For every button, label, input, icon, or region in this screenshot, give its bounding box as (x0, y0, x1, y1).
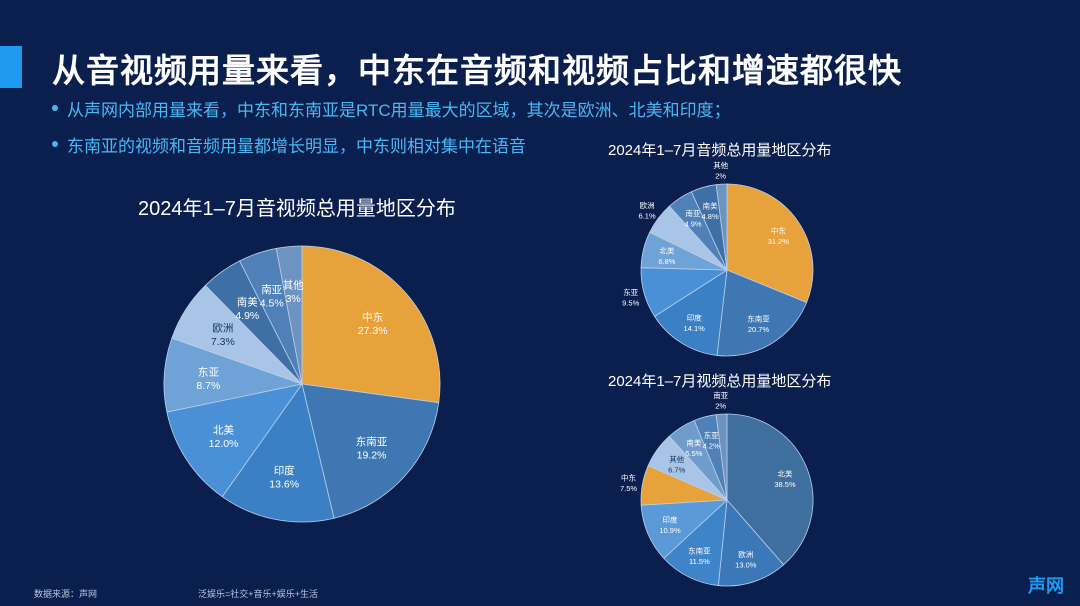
slice-value-label: 10.9% (659, 526, 681, 535)
slice-label: 南亚 (686, 208, 701, 218)
slice-label: 南亚 (713, 390, 728, 400)
slice-value-label: 14.1% (684, 324, 706, 333)
slice-label: 欧洲 (640, 200, 655, 210)
slice-value-label: 7.5% (620, 484, 637, 493)
slice-value-label: 4.9% (235, 310, 259, 322)
slice-label: 东南亚 (747, 313, 770, 323)
slice-value-label: 38.5% (774, 480, 796, 489)
slice-label: 东亚 (704, 430, 719, 440)
slice-label: 中东 (771, 226, 786, 236)
slice-value-label: 4.9% (684, 220, 701, 229)
pie-slice-3 (663, 498, 728, 586)
pie-slice-4 (166, 383, 303, 498)
bullet-text: 从声网内部用量来看，中东和东南亚是RTC用量最大的区域，其次是欧洲、北美和印度； (67, 100, 731, 120)
slice-value-label: 5.5% (685, 449, 702, 458)
source-note: 数据来源：声网 (34, 589, 98, 599)
slice-label: 东亚 (198, 366, 219, 379)
pie-slice-9 (275, 245, 303, 385)
bullet-list: 从声网内部用量来看，中东和东南亚是RTC用量最大的区域，其次是欧洲、北美和印度；… (52, 96, 731, 168)
slice-value-label: 27.3% (358, 325, 388, 337)
slice-value-label: 19.2% (357, 450, 387, 462)
slice-label: 其他 (669, 454, 684, 464)
slice-value-label: 9.5% (622, 298, 639, 307)
slice-value-label: 6.7% (668, 465, 685, 474)
slice-label: 南亚 (261, 283, 282, 296)
slice-label: 中东 (621, 473, 636, 483)
slice-label: 东亚 (623, 287, 638, 297)
slice-label: 印度 (687, 313, 702, 323)
pie-slice-1 (726, 413, 814, 566)
slice-label: 欧洲 (212, 323, 233, 335)
bullet-item: 从声网内部用量来看，中东和东南亚是RTC用量最大的区域，其次是欧洲、北美和印度； (52, 96, 731, 120)
slice-value-label: 13.6% (269, 479, 299, 491)
slice-label: 中东 (362, 310, 383, 323)
bullet-item: 东南亚的视频和音频用量都增长明显，中东则相对集中在语音 (52, 132, 731, 156)
slice-value-label: 20.7% (748, 325, 770, 334)
pie-slice-3 (654, 269, 728, 356)
chart-title-total: 2024年1–7月音视频总用量地区分布 (138, 198, 456, 220)
slice-value-label: 13.0% (735, 561, 757, 570)
slice-label: 印度 (274, 464, 295, 477)
slice-label: 其他 (713, 160, 728, 170)
slice-value-label: 31.2% (768, 237, 790, 246)
definition-note: 泛娱乐=社交+音乐+娱乐+生活 (198, 589, 319, 599)
pie-slice-2 (717, 499, 785, 587)
pie-slice-2 (716, 269, 808, 357)
bullet-dot-icon (52, 105, 58, 111)
pie-slice-1 (301, 245, 441, 404)
pie-slice-1 (726, 183, 814, 304)
brand-logo: 声网 (1028, 576, 1064, 596)
slice-value-label: 2% (715, 402, 726, 411)
bullet-dot-icon (52, 141, 58, 147)
slice-value-label: 4.5% (260, 298, 284, 310)
slice-label: 东南亚 (356, 435, 388, 448)
chart-title-video: 2024年1–7月视频总用量地区分布 (608, 373, 832, 390)
title-accent-bar (0, 46, 22, 88)
slice-label: 南美 (237, 296, 258, 309)
slice-value-label: 6.8% (658, 257, 675, 266)
pie-slice-3 (221, 383, 335, 523)
slice-label: 其他 (283, 279, 304, 292)
pie-slice-9 (715, 413, 728, 501)
slice-label: 东南亚 (688, 545, 711, 555)
slice-label: 北美 (778, 468, 793, 478)
pie-slice-9 (715, 183, 728, 271)
slice-value-label: 11.5% (689, 557, 710, 566)
slice-label: 南美 (703, 200, 718, 210)
slice-label: 南美 (686, 438, 701, 448)
slice-value-label: 12.0% (209, 438, 239, 450)
slice-label: 北美 (213, 423, 234, 436)
pie-slice-2 (301, 383, 440, 519)
slice-value-label: 7.3% (211, 336, 235, 348)
slice-label: 印度 (663, 514, 678, 524)
slice-value-label: 8.7% (196, 380, 220, 392)
slice-value-label: 2% (715, 172, 726, 181)
slice-label: 欧洲 (738, 549, 753, 559)
slice-value-label: 4.8% (702, 212, 719, 221)
slice-label: 北美 (659, 245, 674, 255)
slice-value-label: 6.1% (639, 211, 656, 220)
page-title: 从音视频用量来看，中东在音频和视频占比和增速都很快 (52, 52, 902, 89)
chart-title-audio: 2024年1–7月音频总用量地区分布 (608, 142, 832, 159)
slice-value-label: 4.2% (703, 442, 720, 451)
bullet-text: 东南亚的视频和音频用量都增长明显，中东则相对集中在语音 (67, 136, 526, 156)
slice-value-label: 3% (286, 293, 301, 305)
